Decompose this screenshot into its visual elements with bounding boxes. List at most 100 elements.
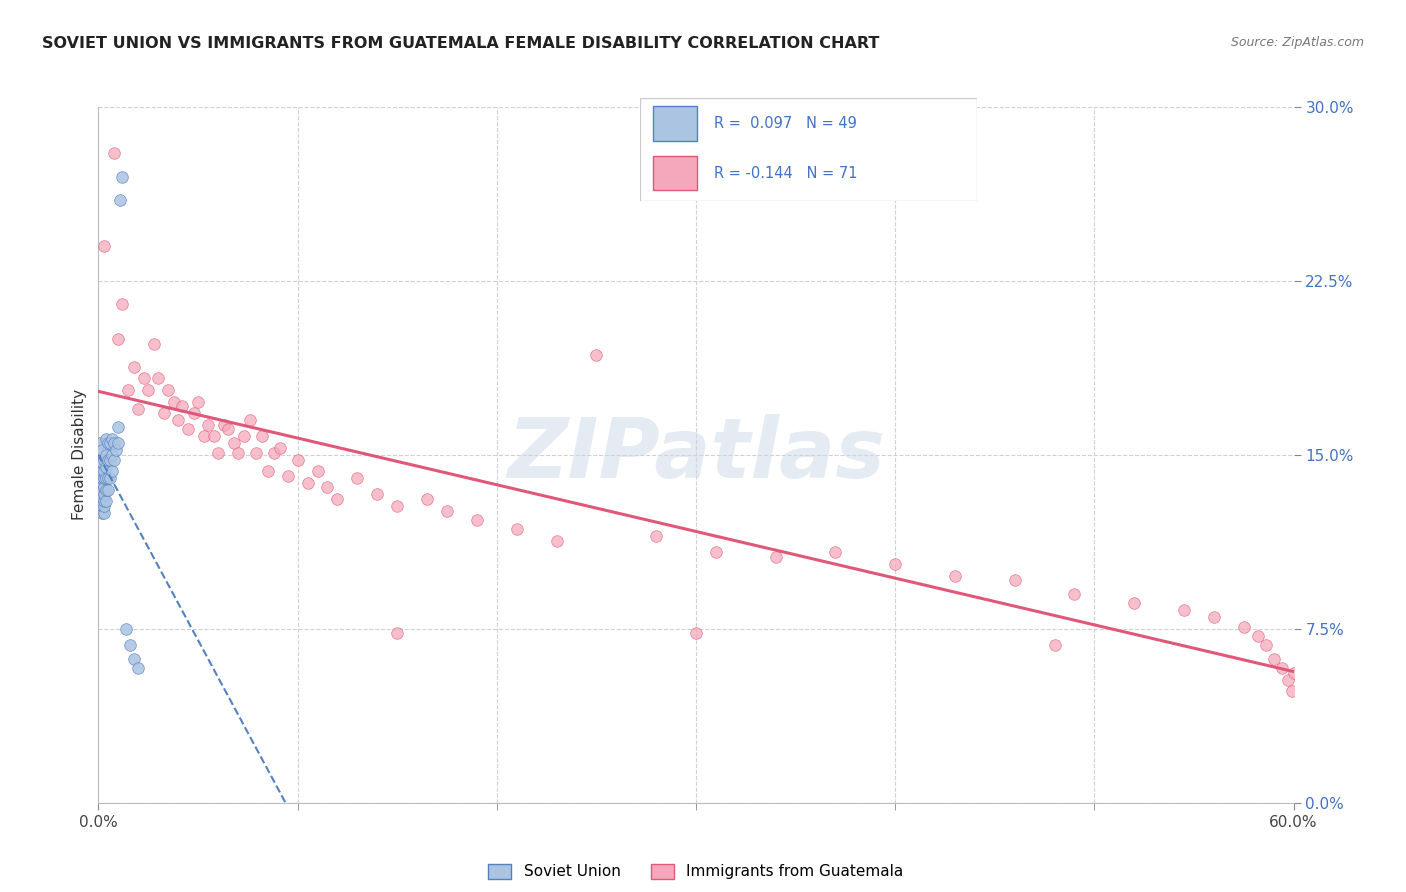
Text: SOVIET UNION VS IMMIGRANTS FROM GUATEMALA FEMALE DISABILITY CORRELATION CHART: SOVIET UNION VS IMMIGRANTS FROM GUATEMAL… [42, 36, 880, 51]
Point [269, 441, 291, 455]
Point [187, 394, 209, 409]
Point [107, 420, 129, 434]
Point [96, 448, 118, 462]
Point [110, 193, 132, 207]
Point [245, 445, 267, 459]
Point [765, 549, 787, 564]
Point [546, 533, 568, 548]
Text: ZIPatlas: ZIPatlas [508, 415, 884, 495]
Point [101, 448, 124, 462]
Point [96, 471, 118, 485]
Point [884, 557, 907, 571]
Point [124, 652, 146, 666]
Point [91, 490, 114, 504]
Point [120, 638, 142, 652]
Point [89, 494, 111, 508]
Text: R =  0.097   N = 49: R = 0.097 N = 49 [714, 116, 856, 131]
Point [107, 332, 129, 346]
Point [115, 622, 138, 636]
Point [366, 487, 388, 501]
Point [93, 506, 115, 520]
Point [207, 445, 229, 459]
Point [385, 499, 409, 513]
Point [93, 239, 115, 253]
Point [89, 436, 111, 450]
Point [685, 626, 707, 640]
Point [385, 626, 409, 640]
Point [98, 452, 122, 467]
Point [91, 475, 114, 490]
Point [93, 452, 115, 467]
Point [943, 568, 966, 582]
Point [105, 443, 128, 458]
Point [1063, 587, 1085, 601]
Point [277, 468, 299, 483]
Point [197, 417, 219, 432]
Text: R = -0.144   N = 71: R = -0.144 N = 71 [714, 166, 858, 180]
Y-axis label: Female Disability: Female Disability [72, 389, 87, 521]
Point [824, 545, 846, 559]
Text: Source: ZipAtlas.com: Source: ZipAtlas.com [1230, 36, 1364, 49]
Point [89, 483, 111, 497]
Point [1043, 638, 1066, 652]
Point [111, 297, 134, 311]
Point [1263, 652, 1285, 666]
Point [103, 452, 125, 467]
Point [91, 464, 114, 478]
Point [222, 436, 245, 450]
Point [96, 459, 118, 474]
Point [91, 499, 114, 513]
Point [163, 394, 186, 409]
Point [117, 383, 139, 397]
Point [134, 371, 156, 385]
Point [256, 464, 278, 478]
Point [93, 499, 115, 513]
Point [93, 471, 115, 485]
Point [645, 529, 668, 543]
Point [316, 480, 339, 494]
Point [585, 348, 607, 362]
Point [1277, 673, 1299, 687]
Point [124, 359, 146, 374]
Point [98, 471, 122, 485]
Point [346, 471, 368, 485]
Point [297, 475, 319, 490]
Point [91, 471, 114, 485]
Point [1282, 665, 1305, 680]
Point [143, 336, 166, 351]
Point [212, 417, 235, 432]
Point [465, 513, 488, 527]
Point [232, 429, 254, 443]
Point [172, 399, 194, 413]
Point [263, 445, 285, 459]
Point [98, 436, 122, 450]
Legend: Soviet Union, Immigrants from Guatemala: Soviet Union, Immigrants from Guatemala [482, 857, 910, 886]
Point [89, 452, 111, 467]
Point [103, 146, 125, 161]
Point [1246, 629, 1268, 643]
Point [202, 429, 225, 443]
Point [193, 429, 215, 443]
Point [136, 383, 159, 397]
Point [148, 371, 170, 385]
Point [93, 487, 115, 501]
Point [1123, 596, 1146, 610]
Point [111, 169, 134, 184]
Point [287, 452, 309, 467]
Point [97, 452, 120, 467]
Point [93, 464, 115, 478]
Point [307, 464, 329, 478]
Point [326, 491, 349, 506]
Point [183, 406, 205, 420]
Point [96, 432, 118, 446]
Point [97, 471, 120, 485]
Point [1281, 684, 1303, 698]
FancyBboxPatch shape [654, 155, 697, 190]
Point [107, 436, 129, 450]
Point [416, 491, 439, 506]
Point [89, 471, 111, 485]
Point [217, 422, 239, 436]
Point [91, 483, 114, 497]
Point [1004, 573, 1026, 587]
Point [177, 422, 200, 436]
